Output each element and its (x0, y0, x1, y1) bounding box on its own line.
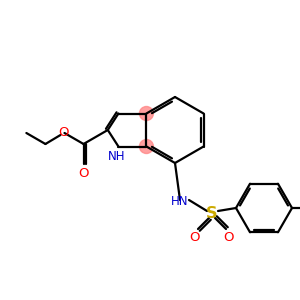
Text: O: O (58, 125, 69, 139)
Text: HN: HN (171, 195, 189, 208)
Text: NH: NH (108, 149, 125, 163)
Text: O: O (224, 231, 234, 244)
Text: O: O (78, 167, 89, 180)
Text: S: S (206, 206, 218, 220)
Text: O: O (190, 231, 200, 244)
Circle shape (140, 140, 153, 154)
Circle shape (140, 106, 153, 121)
